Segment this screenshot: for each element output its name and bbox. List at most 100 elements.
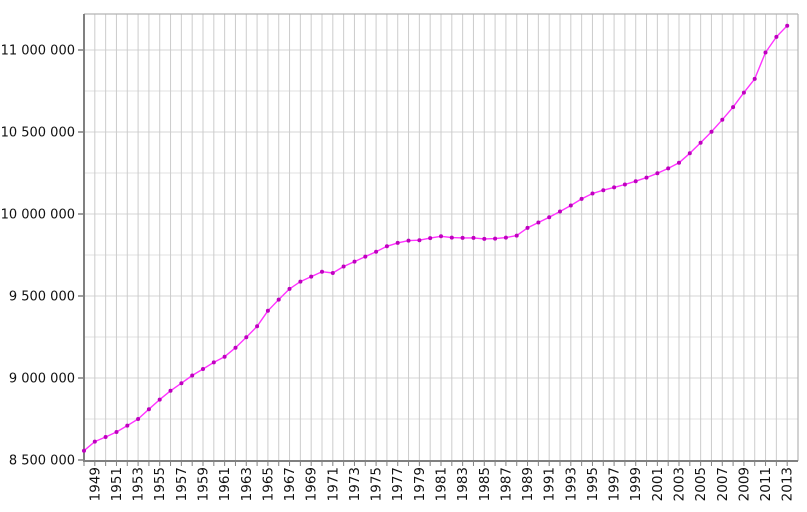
data-point-1951 bbox=[114, 430, 119, 434]
data-point-1965 bbox=[265, 308, 270, 313]
x-axis-tick-label: 2013 bbox=[780, 467, 796, 501]
data-point-1991 bbox=[547, 215, 552, 220]
x-axis-tick-label: 1957 bbox=[174, 467, 190, 501]
data-point-1955 bbox=[157, 397, 162, 402]
data-point-1957 bbox=[179, 381, 184, 386]
data-point-1999 bbox=[633, 179, 638, 184]
x-axis-tick-label: 1953 bbox=[131, 467, 147, 501]
x-axis-tick-label: 1995 bbox=[585, 467, 601, 501]
data-point-1968 bbox=[298, 279, 303, 284]
data-point-1997 bbox=[612, 185, 617, 190]
x-axis-tick-label: 2009 bbox=[736, 467, 752, 501]
y-axis-tick-label: 10 000 000 bbox=[1, 208, 75, 223]
x-axis-tick-label: 2007 bbox=[715, 467, 731, 501]
data-point-2011 bbox=[763, 50, 768, 55]
x-axis-tick-label: 1997 bbox=[607, 467, 623, 501]
x-axis-tick-label: 1965 bbox=[260, 467, 276, 501]
data-point-1988 bbox=[514, 233, 519, 238]
data-point-1973 bbox=[352, 259, 357, 264]
x-axis-tick-label: 1989 bbox=[520, 467, 536, 501]
data-point-1969 bbox=[309, 274, 314, 279]
x-axis-tick-label: 1979 bbox=[412, 467, 428, 501]
x-axis-tick-label: 2005 bbox=[693, 467, 709, 501]
x-axis-tick-label: 1959 bbox=[196, 467, 212, 501]
data-point-1958 bbox=[190, 373, 195, 378]
data-point-1980 bbox=[428, 236, 433, 241]
data-point-1964 bbox=[255, 324, 260, 329]
data-point-1987 bbox=[503, 235, 508, 240]
data-point-2007 bbox=[720, 117, 725, 122]
y-axis-tick-label: 11 000 000 bbox=[1, 44, 75, 59]
data-point-2013 bbox=[785, 23, 790, 28]
data-point-1979 bbox=[417, 238, 422, 243]
x-axis-tick-label: 1973 bbox=[347, 467, 363, 501]
x-axis-tick-label: 1991 bbox=[542, 467, 558, 501]
data-point-1966 bbox=[276, 297, 281, 302]
data-point-1993 bbox=[568, 203, 573, 208]
x-axis-tick-label: 1985 bbox=[477, 467, 493, 501]
data-point-2002 bbox=[666, 166, 671, 171]
data-point-1962 bbox=[233, 345, 238, 350]
data-point-1953 bbox=[136, 417, 141, 421]
data-point-2005 bbox=[698, 140, 703, 145]
data-point-1978 bbox=[406, 238, 411, 243]
y-axis-tick-label: 9 500 000 bbox=[9, 290, 75, 305]
data-point-1949 bbox=[92, 439, 97, 444]
data-point-1992 bbox=[558, 209, 562, 214]
data-point-1971 bbox=[330, 271, 335, 275]
x-axis-tick-label: 1969 bbox=[304, 467, 320, 501]
data-point-2009 bbox=[741, 90, 746, 95]
x-axis-tick-label: 2011 bbox=[758, 467, 774, 501]
data-point-1985 bbox=[482, 236, 487, 241]
data-point-1994 bbox=[579, 196, 584, 201]
data-point-1998 bbox=[622, 182, 627, 187]
data-point-1954 bbox=[146, 407, 151, 412]
x-axis-tick-label: 2001 bbox=[650, 467, 666, 501]
data-point-2000 bbox=[644, 175, 649, 180]
data-point-2003 bbox=[677, 160, 681, 165]
x-axis-tick-label: 1987 bbox=[498, 467, 514, 501]
x-axis-tick-label: 1977 bbox=[390, 467, 406, 501]
x-axis-tick-label: 1999 bbox=[628, 467, 644, 501]
data-point-2010 bbox=[752, 76, 757, 81]
data-point-1983 bbox=[460, 235, 465, 240]
data-point-2008 bbox=[731, 105, 736, 110]
data-point-1967 bbox=[287, 286, 292, 291]
x-axis-tick-label: 1993 bbox=[563, 467, 579, 501]
data-point-1970 bbox=[320, 269, 324, 274]
data-point-1960 bbox=[211, 360, 216, 365]
data-point-1956 bbox=[168, 388, 173, 393]
y-axis-tick-label: 8 500 000 bbox=[9, 454, 75, 469]
data-point-2001 bbox=[655, 171, 660, 176]
x-axis-tick-label: 2003 bbox=[672, 467, 688, 501]
x-axis-tick-label: 1951 bbox=[109, 467, 125, 501]
data-point-1974 bbox=[363, 254, 368, 259]
x-axis-tick-label: 1967 bbox=[282, 467, 298, 501]
data-point-1972 bbox=[341, 264, 346, 269]
data-point-1975 bbox=[374, 249, 379, 254]
population-line bbox=[83, 25, 788, 452]
y-axis-tick-label: 10 500 000 bbox=[1, 126, 75, 141]
data-point-1984 bbox=[471, 235, 476, 240]
data-point-1996 bbox=[601, 188, 606, 193]
data-point-1959 bbox=[201, 367, 205, 371]
x-axis-tick-label: 1963 bbox=[239, 467, 255, 501]
data-point-2006 bbox=[709, 129, 714, 134]
x-axis-tick-label: 1961 bbox=[217, 467, 233, 501]
data-point-1963 bbox=[244, 335, 249, 340]
data-point-1948 bbox=[82, 448, 86, 453]
y-axis-tick-label: 9 000 000 bbox=[9, 372, 75, 387]
data-point-1981 bbox=[439, 234, 443, 239]
data-point-1989 bbox=[525, 225, 530, 230]
data-point-1952 bbox=[125, 423, 130, 428]
data-point-2004 bbox=[687, 151, 692, 156]
x-axis-tick-label: 1949 bbox=[87, 467, 103, 501]
x-axis-tick-label: 1983 bbox=[455, 467, 471, 501]
data-point-1995 bbox=[590, 191, 595, 196]
x-axis-tick-label: 1971 bbox=[325, 467, 341, 501]
data-point-1961 bbox=[222, 354, 227, 359]
data-point-1950 bbox=[103, 435, 108, 439]
data-point-1977 bbox=[395, 240, 400, 245]
